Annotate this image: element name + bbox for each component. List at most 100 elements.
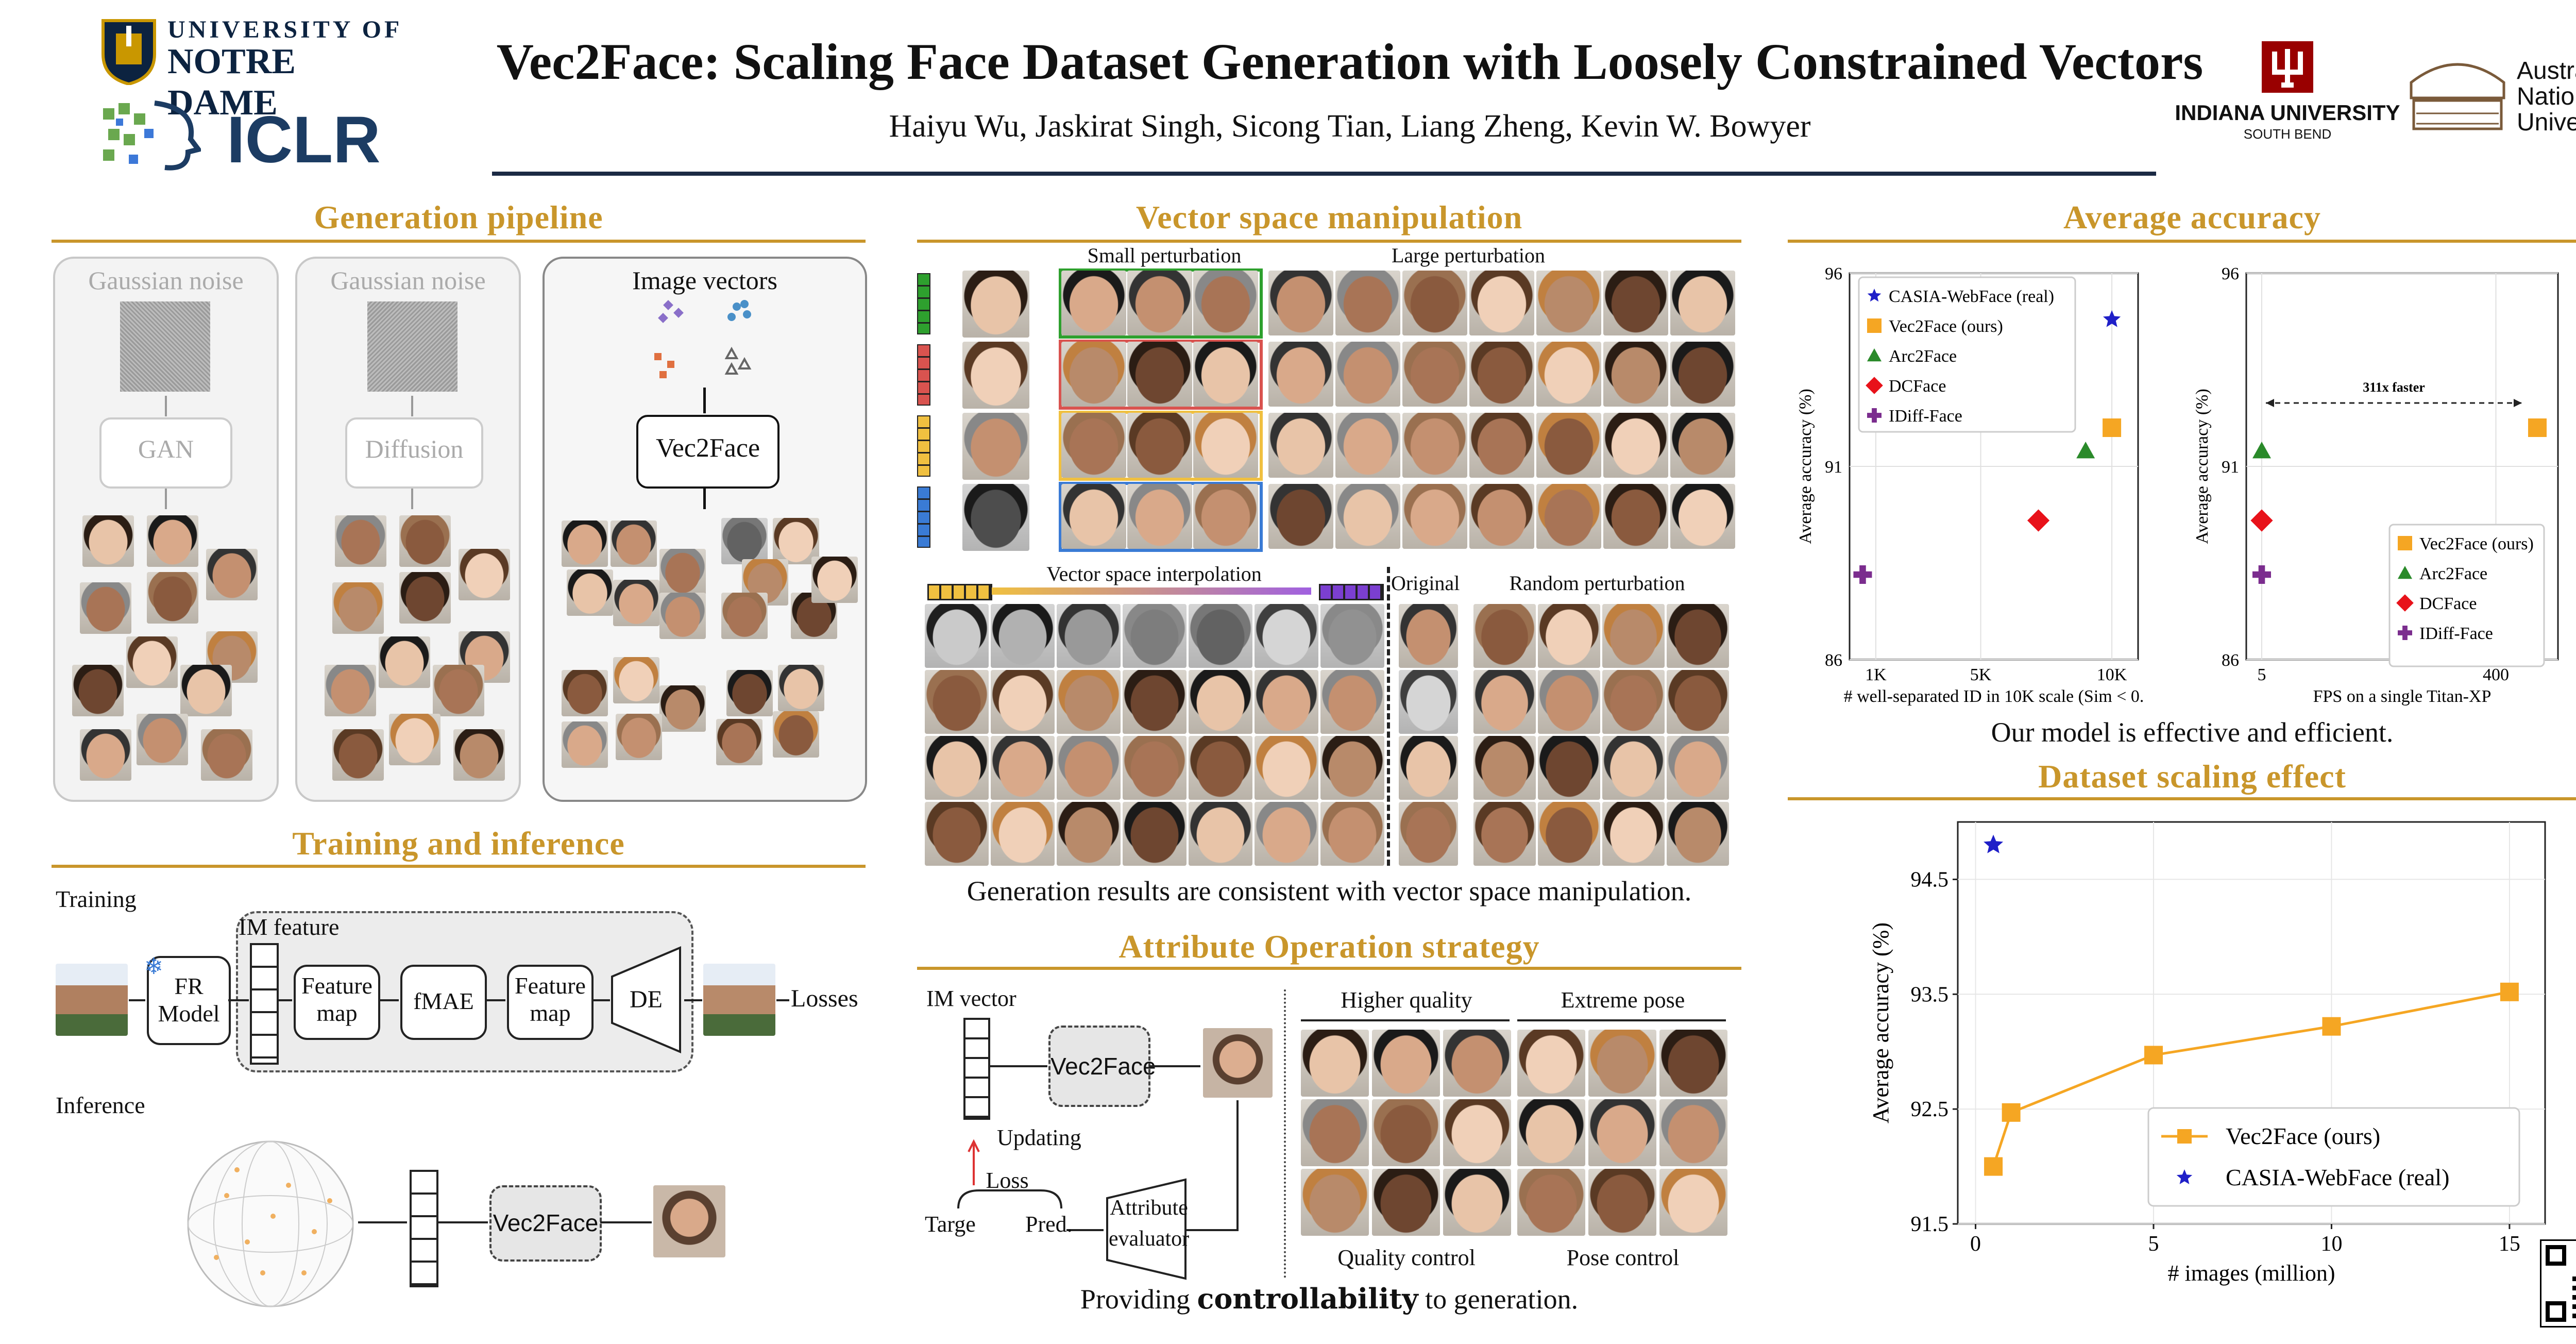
quality-control-face: [1372, 1099, 1440, 1166]
random-perturbation-face: [1667, 604, 1729, 668]
interpolation-face: [991, 604, 1055, 668]
attr-vec2face-label: Vec2Face: [1050, 1053, 1156, 1080]
gan-noise-label: Gaussian noise: [88, 266, 244, 295]
gan-face: [206, 549, 258, 600]
interp-end-bar: [1319, 584, 1384, 600]
indiana-trident-icon: [2262, 41, 2313, 93]
vector-space-title: Vector space manipulation: [1136, 199, 1523, 236]
decoder-trapezoid-icon: [611, 946, 681, 1054]
attribute-caption: Providing controllability to generation.: [917, 1282, 1741, 1315]
interpolation-face: [1123, 604, 1187, 668]
vec2face-arrow: [703, 388, 706, 413]
legend-marker: [2176, 1169, 2193, 1184]
large-perturbation-face: [1469, 342, 1534, 407]
data-point-idiff-face: [1853, 565, 1872, 584]
vec2face-face: [562, 721, 608, 768]
large-perturbation-face: [1603, 413, 1668, 478]
interpolation-face: [1057, 670, 1121, 734]
gan-face: [137, 714, 188, 765]
legend-marker: [2398, 566, 2412, 579]
updating-label: Updating: [997, 1125, 1081, 1150]
y-axis-label: Average accuracy (%): [2195, 389, 2212, 544]
pose-control-face: [1659, 1099, 1727, 1166]
gan-face: [201, 729, 252, 781]
interpolation-face: [1123, 670, 1187, 734]
legend-label: CASIA-WebFace (real): [1889, 287, 2054, 306]
inference-vec2face-box: Vec2Face: [489, 1185, 602, 1262]
interpolation-face: [1320, 604, 1384, 668]
losses-label: Losses: [791, 985, 858, 1012]
legend-label: Vec2Face (ours): [2419, 534, 2534, 553]
legend-marker: [1866, 377, 1883, 394]
im-vector-label: IM vector: [926, 986, 1016, 1011]
small-perturbation-face: [1061, 342, 1126, 407]
large-perturbation-face: [1603, 271, 1668, 335]
fmae-label: fMAE: [413, 988, 474, 1014]
inference-arrow-2: [436, 1221, 488, 1223]
diffusion-face: [389, 714, 440, 765]
original-face: [962, 271, 1029, 338]
anu-crest-icon: [2410, 63, 2505, 130]
random-perturbation-face: [1473, 604, 1536, 668]
pose-control-face: [1588, 1030, 1656, 1097]
interpolation-face: [1320, 802, 1384, 866]
x-axis-label: # well-separated ID in 10K scale (Sim < …: [1844, 687, 2144, 706]
extreme-pose-label: Extreme pose: [1561, 987, 1685, 1013]
higher-quality-label: Higher quality: [1341, 987, 1472, 1013]
x-tick-label: 5: [2148, 1232, 2159, 1256]
interpolation-face: [991, 802, 1055, 866]
vec2face-face: [773, 518, 819, 564]
gan-face: [80, 582, 131, 634]
large-perturbation-face: [1402, 342, 1467, 407]
legend-label: Arc2Face: [1889, 347, 1957, 366]
extreme-pose-arrow: [1517, 1019, 1726, 1021]
interp-start-bar: [927, 584, 992, 600]
legend-label: IDiff-Face: [1889, 407, 1962, 426]
y-tick-label: 91: [2222, 458, 2239, 477]
qr-code[interactable]: [2540, 1239, 2576, 1328]
legend-label: Arc2Face: [2419, 564, 2487, 583]
interpolation-face: [1320, 736, 1384, 800]
interpolation-face: [1255, 802, 1318, 866]
quality-control-face: [1372, 1030, 1440, 1097]
attr-im-vector: [963, 1018, 990, 1120]
gan-face: [72, 665, 124, 716]
large-perturbation-face: [1469, 413, 1534, 478]
vec2face-face: [778, 665, 824, 711]
y-tick-label: 93.5: [1911, 983, 1949, 1006]
notre-dame-shield-icon: [101, 19, 156, 85]
training-title: Training and inference: [292, 825, 625, 862]
large-perturbation-face: [1402, 484, 1467, 549]
gan-face: [147, 572, 198, 624]
generation-title: Generation pipeline: [314, 199, 603, 236]
x-tick-label: 1K: [1865, 665, 1887, 684]
poster-authors: Haiyu Wu, Jaskirat Singh, Sicong Tian, L…: [889, 109, 1811, 144]
data-point-arc2face: [2252, 442, 2271, 459]
large-perturbation-face: [1402, 413, 1467, 478]
small-perturbation-face: [1061, 484, 1126, 549]
small-perturbation-face: [1061, 413, 1126, 478]
logo-notre-dame: UNIVERSITY OF NOTRE DAME: [100, 15, 415, 123]
generation-rule: [52, 240, 866, 243]
random-perturbation-face: [1473, 670, 1536, 734]
perturbation-color-bar: [917, 344, 930, 406]
small-perturbation-face: [1193, 271, 1258, 335]
quality-control-face: [1301, 1099, 1369, 1166]
original-label: Original: [1391, 572, 1460, 595]
interpolation-face: [1320, 670, 1384, 734]
vec2face-face: [659, 685, 706, 732]
random-perturbation-face: [1538, 736, 1600, 800]
attribute-caption-pre: Providing: [1080, 1284, 1197, 1315]
logo-anu: Australian National University: [2406, 52, 2576, 144]
anu-text-2: National: [2517, 83, 2576, 110]
small-perturbation-face: [1127, 271, 1192, 335]
sphere-icon: [187, 1140, 354, 1307]
diffusion-face: [433, 665, 484, 716]
vec2face-vectors-label: Image vectors: [632, 266, 777, 295]
indiana-sub-text: SOUTH BEND: [2243, 126, 2332, 142]
arrow-5: [485, 999, 505, 1001]
vector-space-rule: [917, 240, 1741, 243]
legend-label: IDiff-Face: [2419, 624, 2493, 643]
training-rule: [52, 865, 866, 868]
inference-arrow-3: [600, 1221, 652, 1223]
